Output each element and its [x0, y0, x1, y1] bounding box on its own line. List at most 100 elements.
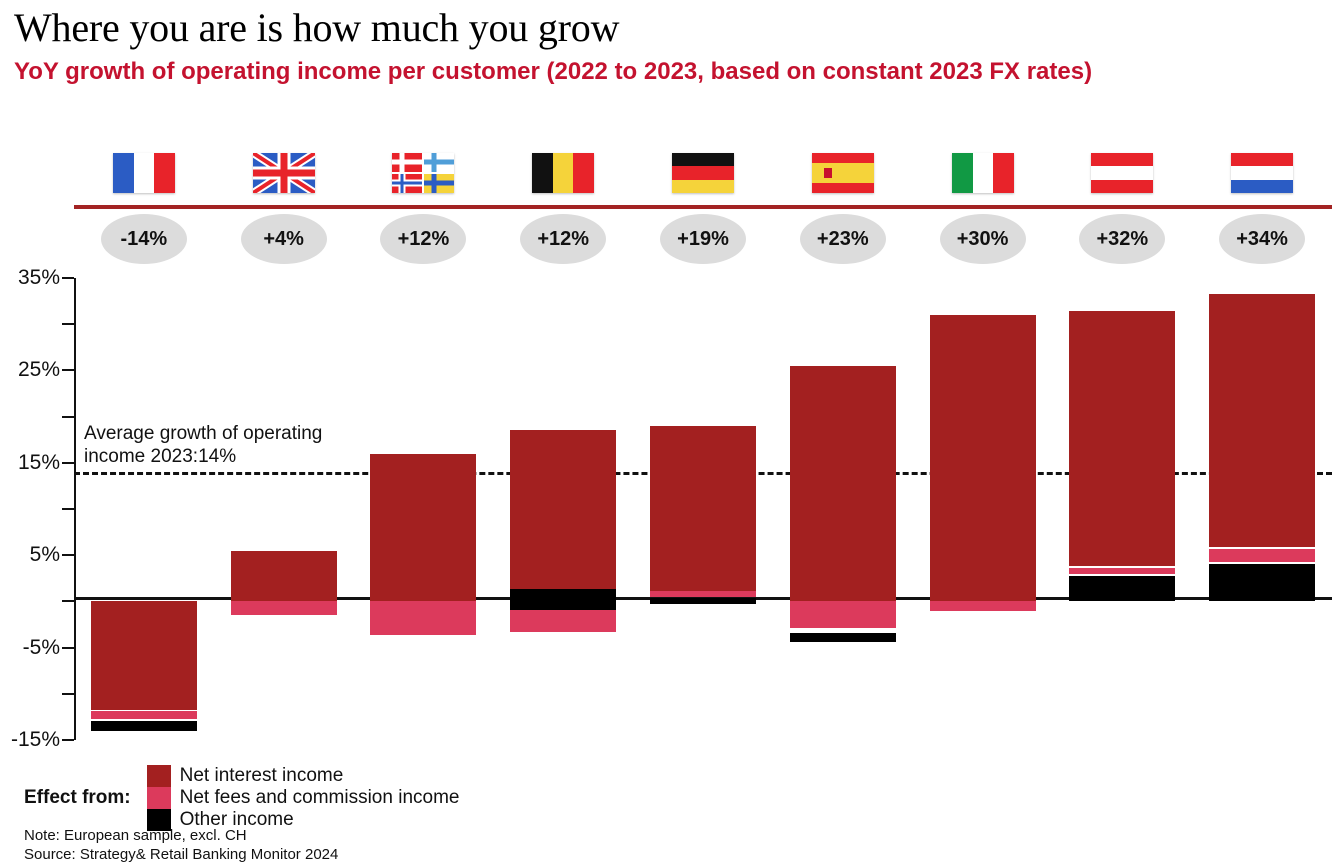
- legend-item: Net interest income: [146, 765, 460, 787]
- y-tick-minor: [62, 323, 74, 326]
- total-badge: +4%: [240, 214, 327, 264]
- bar-segment-fees: [230, 601, 337, 616]
- total-badge: +12%: [520, 214, 607, 264]
- y-tick-label: 15%: [17, 450, 60, 474]
- total-badge: +12%: [380, 214, 467, 264]
- y-tick-major: [62, 646, 74, 649]
- flag-germany-icon: [672, 153, 734, 193]
- legend-item: Net fees and commission income: [146, 787, 460, 809]
- bar-nordics[interactable]: [370, 0, 477, 865]
- legend-swatch-other: [146, 809, 171, 831]
- bar-united-kingdom[interactable]: [230, 0, 337, 865]
- legend-item: Other income: [146, 809, 460, 831]
- bar-segment-fees: [1209, 548, 1316, 562]
- y-tick-major: [62, 369, 74, 372]
- legend-label: Net interest income: [179, 765, 344, 786]
- y-tick-minor: [62, 600, 74, 603]
- flag-france-icon: [112, 153, 175, 193]
- bar-segment-fees: [510, 609, 617, 632]
- bar-segment-nii: [230, 550, 337, 602]
- flag-united-kingdom-icon: [252, 153, 315, 193]
- legend-prefix: Effect from:: [24, 787, 131, 808]
- flag-italy-icon: [951, 153, 1014, 193]
- bar-segment-fees: [789, 601, 896, 629]
- bar-segment-nii: [1069, 311, 1176, 567]
- total-badge: +19%: [660, 214, 746, 264]
- flag-cell-belgium: [493, 148, 633, 198]
- chart-subtitle: YoY growth of operating income per custo…: [14, 58, 1093, 85]
- total-badge: +30%: [939, 214, 1026, 264]
- y-axis-line: [74, 278, 76, 740]
- bar-segment-fees: [370, 601, 477, 635]
- y-tick-major: [62, 277, 74, 279]
- legend-label: Other income: [179, 809, 294, 830]
- flag-cell-united-kingdom: [214, 148, 354, 198]
- y-tick-label: 25%: [17, 358, 60, 382]
- bar-italy[interactable]: [929, 0, 1036, 865]
- total-badge-row: -14% +4% +12% +12% +19% +23% +30% +32% +34%: [0, 214, 1340, 268]
- bar-belgium[interactable]: [510, 0, 617, 865]
- legend-swatch-nii: [146, 765, 171, 787]
- y-tick-label: 35%: [17, 266, 60, 289]
- total-badge: +23%: [799, 214, 886, 264]
- legend-swatch-fees: [146, 787, 171, 809]
- flag-cell-italy: [913, 148, 1053, 198]
- legend-items: Net interest income Net fees and commissi…: [146, 765, 490, 831]
- flag-row: [0, 148, 1340, 200]
- footer-notes: Note: European sample, excl. CH Source: …: [24, 826, 338, 864]
- bar-netherlands[interactable]: [1209, 0, 1316, 865]
- footer-note: Note: European sample, excl. CH: [24, 827, 247, 844]
- flag-austria-icon: [1091, 153, 1154, 193]
- bar-segment-fees: [1069, 568, 1176, 574]
- y-tick-minor: [62, 508, 74, 510]
- y-tick-major: [62, 739, 74, 741]
- footer-source: Source: Strategy& Retail Banking Monitor…: [24, 846, 339, 863]
- flag-cell-france: [74, 148, 214, 198]
- bar-segment-fees: [929, 601, 1036, 611]
- bar-austria[interactable]: [1069, 0, 1176, 865]
- header-rule: [74, 205, 1332, 209]
- bar-france[interactable]: [90, 0, 197, 865]
- bar-segment-nii: [510, 430, 617, 590]
- chart-legend: Effect from: Net interest income Net fees…: [24, 765, 489, 831]
- bar-spain[interactable]: [789, 0, 896, 865]
- y-tick-major: [62, 554, 74, 557]
- bar-segment-fees: [90, 711, 197, 719]
- bar-segment-nii: [929, 314, 1036, 602]
- bar-segment-nii: [789, 365, 896, 602]
- bar-segment-nii: [370, 453, 477, 602]
- y-tick-major: [62, 461, 74, 464]
- page-title: Where you are is how much you grow: [14, 5, 620, 50]
- legend-label: Net fees and commission income: [179, 787, 460, 808]
- bar-segment-nii: [650, 425, 756, 592]
- bar-germany[interactable]: [650, 0, 756, 865]
- y-axis-tick-labels: 35% 25% 15% 5% -5% -15%: [0, 0, 60, 865]
- bar-segment-other: [789, 632, 896, 643]
- y-tick-minor: [62, 415, 74, 418]
- total-badge: +34%: [1219, 214, 1306, 264]
- flag-cell-austria: [1052, 148, 1192, 198]
- bar-segment-other: [90, 720, 197, 731]
- flag-belgium-icon: [532, 153, 595, 193]
- flag-cell-spain: [773, 148, 913, 198]
- flag-cell-netherlands: [1192, 148, 1332, 198]
- bar-segment-nii: [1209, 293, 1316, 547]
- flag-cell-nordics: [353, 148, 493, 198]
- y-tick-minor: [62, 692, 74, 695]
- bar-segment-other: [1209, 563, 1316, 602]
- average-growth-label: Average growth of operating income 2023:…: [84, 423, 323, 467]
- total-badge: +32%: [1079, 214, 1166, 264]
- flag-cell-germany: [633, 148, 773, 198]
- flag-nordics-icon: [392, 153, 455, 193]
- y-tick-label: -5%: [22, 635, 60, 659]
- bar-segment-other: [1069, 575, 1176, 602]
- bar-segment-fees: [650, 591, 756, 597]
- flag-netherlands-icon: [1231, 153, 1294, 193]
- bar-segment-other: [510, 589, 617, 610]
- y-tick-label: -15%: [10, 728, 60, 751]
- bar-segment-other: [650, 597, 756, 605]
- total-badge: -14%: [100, 214, 187, 264]
- y-tick-label: 5%: [29, 543, 60, 567]
- bar-segment-nii: [90, 601, 197, 711]
